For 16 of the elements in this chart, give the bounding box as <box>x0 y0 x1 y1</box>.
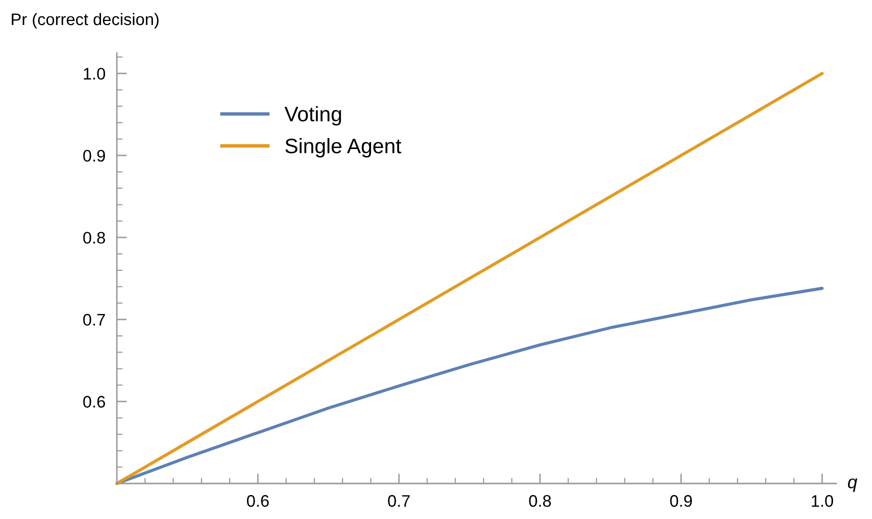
x-tick-label: 0.8 <box>529 495 551 507</box>
y-axis-title: Pr (correct decision) <box>12 12 159 29</box>
y-tick-label: 0.6 <box>83 396 106 408</box>
y-tick-label: 1.0 <box>84 68 106 80</box>
line-series <box>115 286 824 486</box>
y-tick-label: 0.7 <box>83 314 105 326</box>
legend-label: Voting <box>284 106 342 126</box>
y-tick-label: 0.9 <box>83 150 105 162</box>
legend-label: Single Agent <box>285 138 402 158</box>
x-tick-label: 0.6 <box>246 495 269 507</box>
x-tick-label: 1.0 <box>812 495 834 507</box>
line-series <box>115 72 824 486</box>
y-tick-label: 0.8 <box>83 232 106 244</box>
x-tick-label: 0.9 <box>670 495 692 507</box>
x-tick-label: 0.7 <box>388 495 410 507</box>
x-axis-title: q <box>848 478 858 492</box>
